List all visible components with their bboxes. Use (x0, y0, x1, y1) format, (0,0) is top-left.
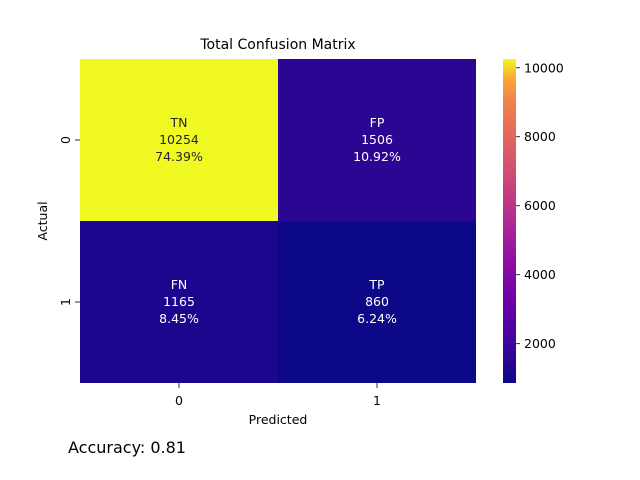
cell-annotation-value-text: 10254 (159, 132, 199, 147)
cell-annotation-value-text: 860 (365, 294, 389, 309)
x-axis-label: Predicted (249, 412, 308, 427)
heatmap-cell-tn (80, 59, 278, 221)
colorbar-tick-label: 4000 (524, 267, 556, 282)
cell-annotation-label: TN (170, 115, 188, 130)
cell-annotation-percent: 6.24% (357, 311, 397, 326)
cell-annotation-label: TP (368, 277, 385, 292)
colorbar: 2000 4000 6000 8000 10000 (503, 59, 564, 383)
cell-annotation-label: FP (370, 115, 385, 130)
y-axis-label: Actual (35, 201, 50, 240)
cell-annotation-value-text: 1165 (163, 294, 195, 309)
cell-annotation-value-text: 1506 (361, 132, 393, 147)
cell-annotation-percent: 10.92% (353, 149, 401, 164)
x-tick-label: 1 (373, 393, 381, 408)
heatmap-axes: 0 1 0 1 (58, 136, 381, 408)
colorbar-tick-label: 2000 (524, 336, 556, 351)
heatmap-cell-labels: TN 10254 74.39% FP 1506 10.92% FN 1165 8.45% TP 86… (155, 115, 401, 326)
heatmap-cell-fn (80, 221, 278, 383)
heatmap-cells (80, 59, 476, 383)
heatmap-cell-fp (278, 59, 476, 221)
colorbar-tick-label: 6000 (524, 198, 556, 213)
colorbar-tick-label: 10000 (524, 60, 564, 75)
x-tick-label: 0 (175, 393, 183, 408)
colorbar-tick-label: 8000 (524, 129, 556, 144)
cell-annotation-label: FN (171, 277, 188, 292)
cell-annotation-percent: 74.39% (155, 149, 203, 164)
y-tick-label: 1 (58, 298, 73, 306)
cell-annotation-percent: 8.45% (159, 311, 199, 326)
chart-title: Total Confusion Matrix (199, 37, 355, 53)
accuracy-readout: Accuracy: 0.81 (68, 438, 186, 457)
colorbar-gradient (503, 59, 516, 383)
y-tick-label: 0 (58, 136, 73, 144)
heatmap-cell-tp (278, 221, 476, 383)
